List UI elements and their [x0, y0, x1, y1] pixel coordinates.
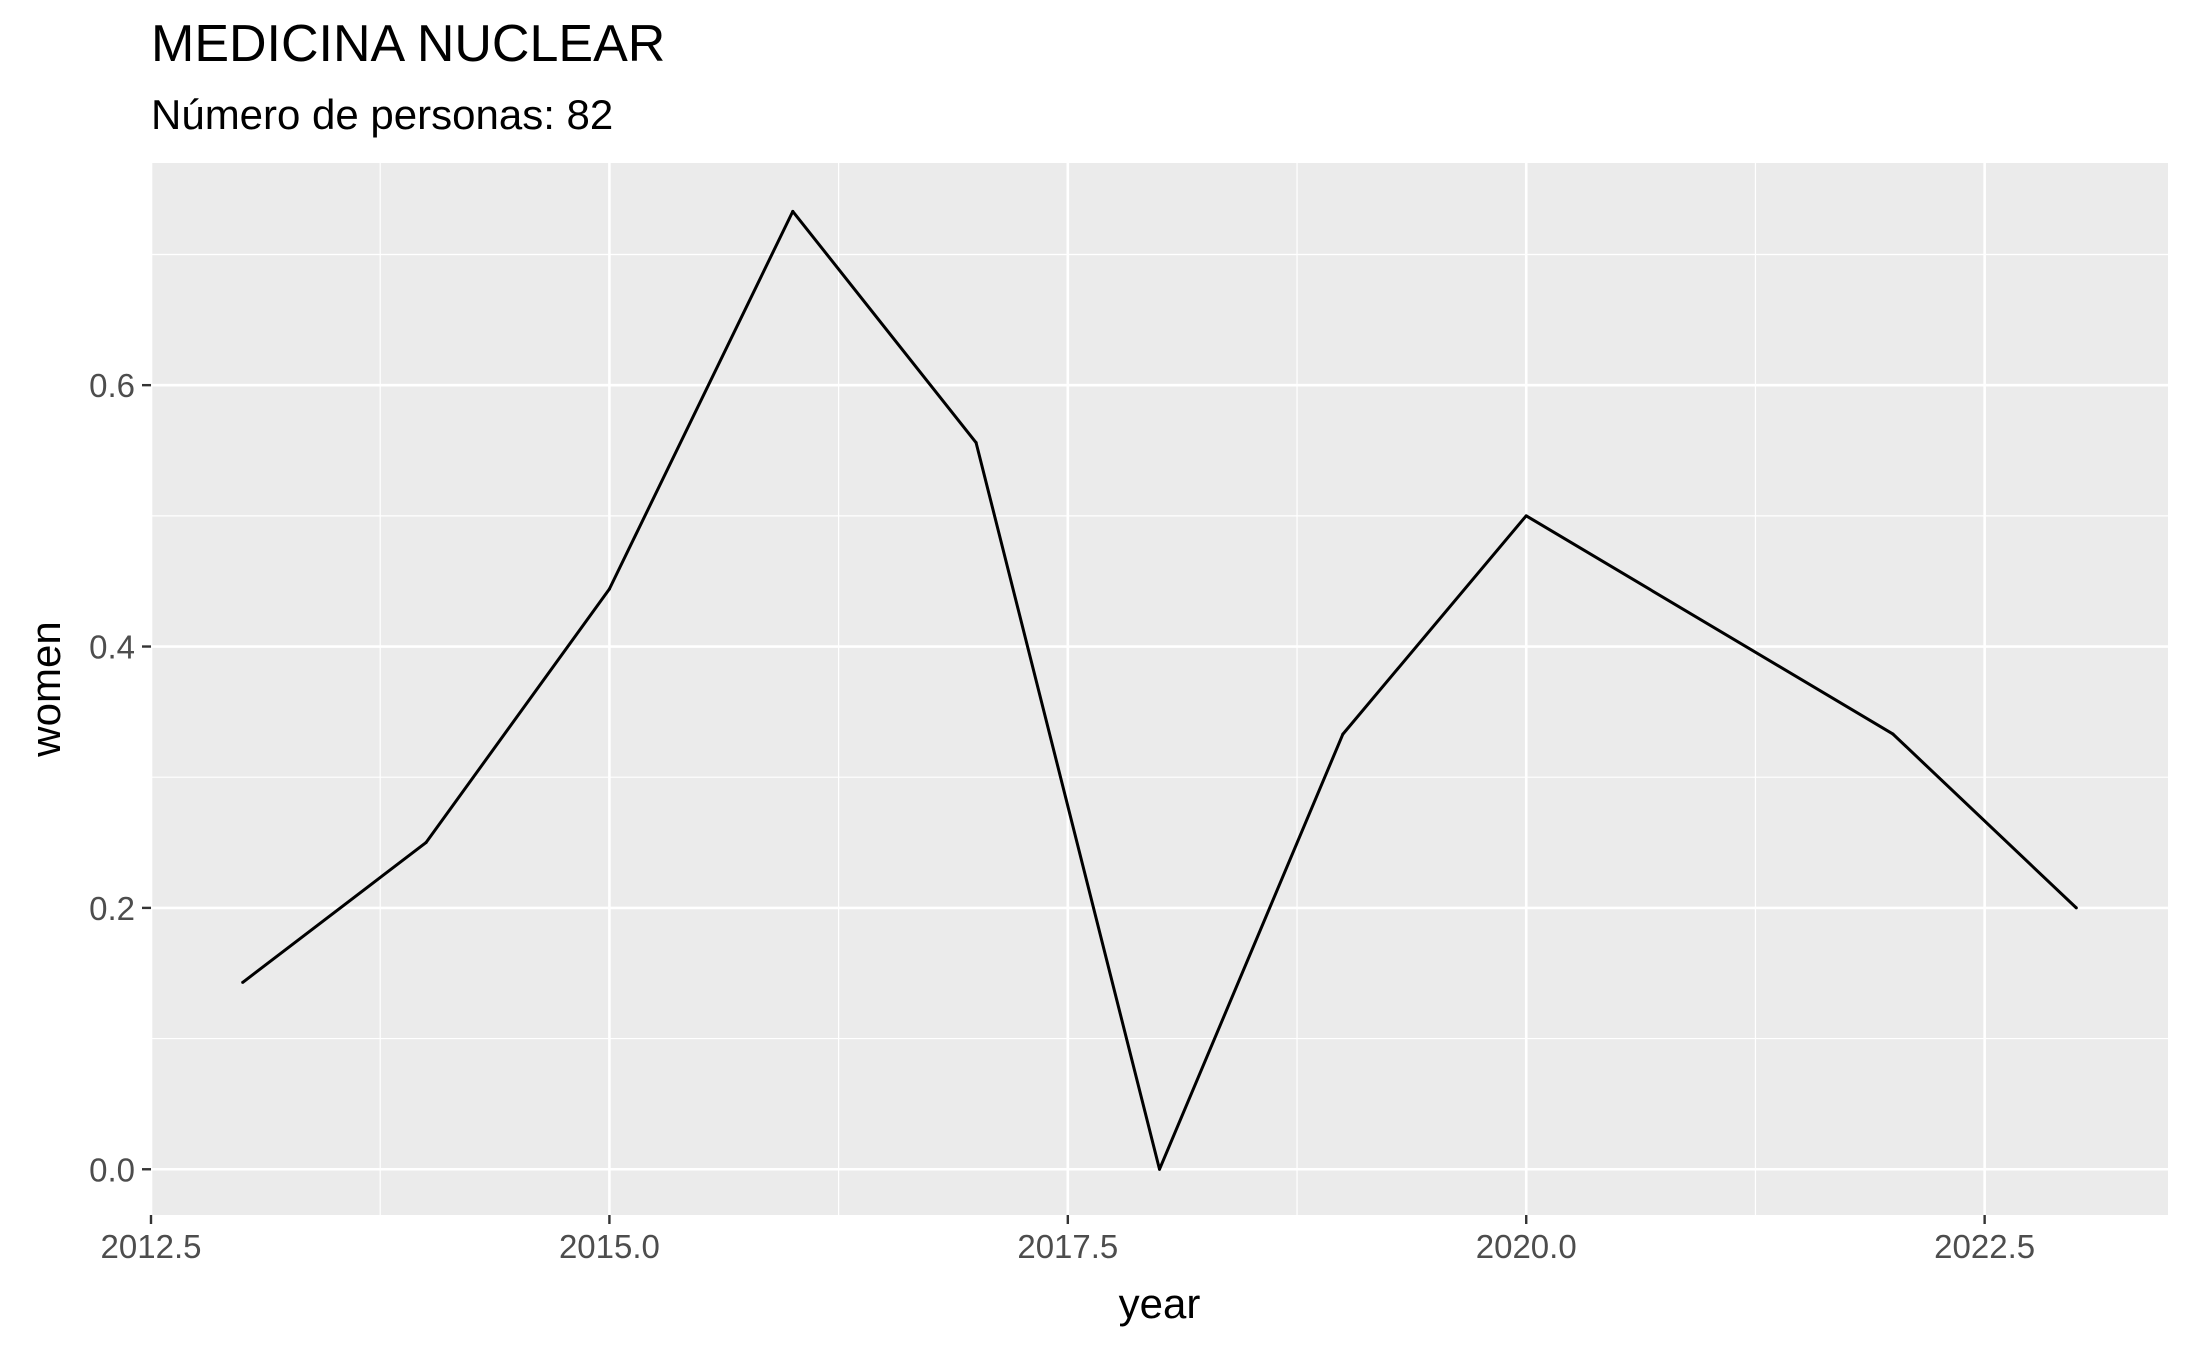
data-point	[2074, 906, 2078, 910]
x-tick-label: 2012.5	[101, 1228, 202, 1265]
y-tick-label: 0.4	[89, 629, 135, 666]
data-point	[1891, 732, 1895, 736]
y-axis-title: women	[22, 621, 69, 757]
y-tick-label: 0.6	[89, 367, 135, 404]
x-tick-label: 2015.0	[559, 1228, 660, 1265]
plot-panel	[151, 163, 2168, 1215]
chart-title: MEDICINA NUCLEAR	[151, 15, 666, 73]
data-point	[424, 841, 428, 845]
data-point	[1158, 1167, 1161, 1171]
data-point	[1524, 514, 1528, 518]
series-line	[241, 209, 2078, 1171]
x-tick-label: 2022.5	[1934, 1228, 2035, 1265]
x-tick-label: 2020.0	[1476, 1228, 1577, 1265]
data-point	[1341, 732, 1345, 736]
x-axis-title: year	[1119, 1280, 1201, 1327]
data-point	[791, 209, 795, 213]
y-tick-label: 0.2	[89, 890, 135, 927]
y-tick-label: 0.0	[89, 1151, 135, 1188]
data-point	[241, 980, 245, 984]
data-point	[974, 441, 978, 445]
x-tick-label: 2017.5	[1017, 1228, 1118, 1265]
chart-subtitle: Número de personas: 82	[151, 91, 614, 138]
data-point	[607, 587, 611, 591]
